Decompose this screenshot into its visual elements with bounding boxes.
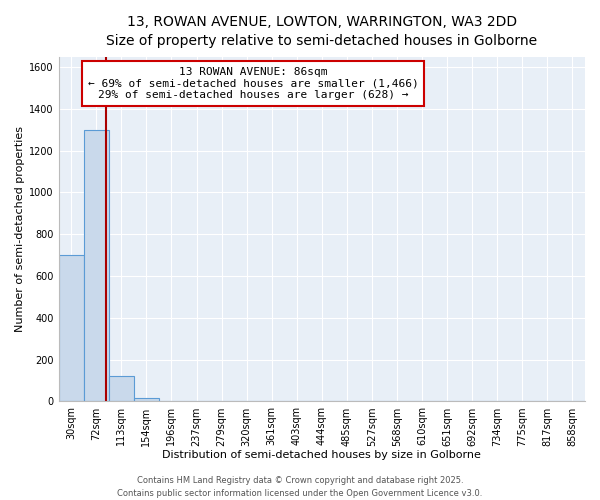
Text: 13 ROWAN AVENUE: 86sqm
← 69% of semi-detached houses are smaller (1,466)
29% of : 13 ROWAN AVENUE: 86sqm ← 69% of semi-det… bbox=[88, 67, 419, 100]
X-axis label: Distribution of semi-detached houses by size in Golborne: Distribution of semi-detached houses by … bbox=[163, 450, 481, 460]
Text: Contains HM Land Registry data © Crown copyright and database right 2025.
Contai: Contains HM Land Registry data © Crown c… bbox=[118, 476, 482, 498]
Y-axis label: Number of semi-detached properties: Number of semi-detached properties bbox=[15, 126, 25, 332]
Bar bbox=[59, 255, 84, 402]
Title: 13, ROWAN AVENUE, LOWTON, WARRINGTON, WA3 2DD
Size of property relative to semi-: 13, ROWAN AVENUE, LOWTON, WARRINGTON, WA… bbox=[106, 15, 538, 48]
Bar bbox=[134, 398, 159, 402]
Bar bbox=[109, 376, 134, 402]
Bar bbox=[84, 130, 109, 402]
